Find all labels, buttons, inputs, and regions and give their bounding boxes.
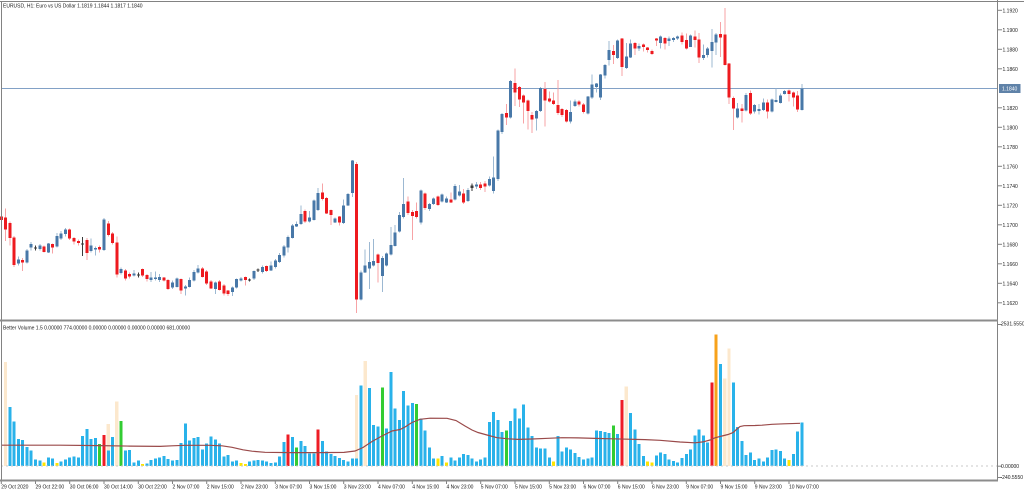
svg-text:1.1680: 1.1680: [1003, 242, 1019, 248]
svg-text:30 Oct 06:00: 30 Oct 06:00: [70, 484, 99, 490]
svg-text:1.1860: 1.1860: [1003, 67, 1019, 73]
svg-text:1.1780: 1.1780: [1003, 145, 1019, 151]
svg-text:6 Nov 07:00: 6 Nov 07:00: [584, 484, 611, 490]
svg-text:1.1900: 1.1900: [1003, 28, 1019, 34]
svg-text:3 Nov 15:00: 3 Nov 15:00: [310, 484, 337, 490]
svg-text:2531.5550: 2531.5550: [1001, 322, 1024, 328]
svg-text:2 Nov 07:00: 2 Nov 07:00: [173, 484, 200, 490]
svg-text:30 Oct 14:00: 30 Oct 14:00: [104, 484, 133, 490]
svg-text:29 Oct 22:00: 29 Oct 22:00: [36, 484, 65, 490]
svg-text:5 Nov 07:00: 5 Nov 07:00: [481, 484, 508, 490]
svg-text:1.1920: 1.1920: [1003, 8, 1019, 14]
svg-text:1.1880: 1.1880: [1003, 47, 1019, 53]
svg-text:1.1640: 1.1640: [1003, 281, 1019, 287]
svg-text:5 Nov 23:00: 5 Nov 23:00: [549, 484, 576, 490]
svg-text:Better Volume 1.5 0.00000 774.: Better Volume 1.5 0.00000 774.00000 0.00…: [3, 325, 190, 331]
svg-text:EURUSD, H1: Euro vs US Dollar: EURUSD, H1: Euro vs US Dollar 1.1819 1.1…: [3, 3, 143, 9]
svg-text:6 Nov 23:00: 6 Nov 23:00: [652, 484, 679, 490]
svg-text:9 Nov 15:00: 9 Nov 15:00: [721, 484, 748, 490]
svg-text:1.1620: 1.1620: [1003, 301, 1019, 307]
svg-text:29 Oct 2020: 29 Oct 2020: [1, 484, 28, 490]
svg-text:1.1720: 1.1720: [1003, 203, 1019, 209]
svg-text:2 Nov 23:00: 2 Nov 23:00: [241, 484, 268, 490]
svg-text:-240.5550: -240.5550: [1001, 475, 1024, 481]
svg-text:4 Nov 23:00: 4 Nov 23:00: [447, 484, 474, 490]
svg-text:30 Oct 22:00: 30 Oct 22:00: [138, 484, 167, 490]
svg-text:5 Nov 15:00: 5 Nov 15:00: [515, 484, 542, 490]
svg-text:1.1740: 1.1740: [1003, 184, 1019, 190]
svg-text:10 Nov 07:00: 10 Nov 07:00: [789, 484, 819, 490]
svg-text:6 Nov 15:00: 6 Nov 15:00: [618, 484, 645, 490]
svg-text:9 Nov 07:00: 9 Nov 07:00: [686, 484, 713, 490]
svg-text:1.1820: 1.1820: [1003, 106, 1019, 112]
svg-text:2 Nov 15:00: 2 Nov 15:00: [207, 484, 234, 490]
svg-text:0.00000: 0.00000: [1001, 464, 1019, 470]
svg-text:3 Nov 07:00: 3 Nov 07:00: [275, 484, 302, 490]
svg-text:3 Nov 23:00: 3 Nov 23:00: [344, 484, 371, 490]
svg-text:4 Nov 07:00: 4 Nov 07:00: [378, 484, 405, 490]
svg-text:1.1700: 1.1700: [1003, 223, 1019, 229]
svg-text:1.1840: 1.1840: [1002, 87, 1018, 93]
svg-text:4 Nov 15:00: 4 Nov 15:00: [412, 484, 439, 490]
svg-text:9 Nov 23:00: 9 Nov 23:00: [755, 484, 782, 490]
svg-text:1.1800: 1.1800: [1003, 125, 1019, 131]
svg-text:1.1660: 1.1660: [1003, 262, 1019, 268]
svg-text:1.1760: 1.1760: [1003, 164, 1019, 170]
